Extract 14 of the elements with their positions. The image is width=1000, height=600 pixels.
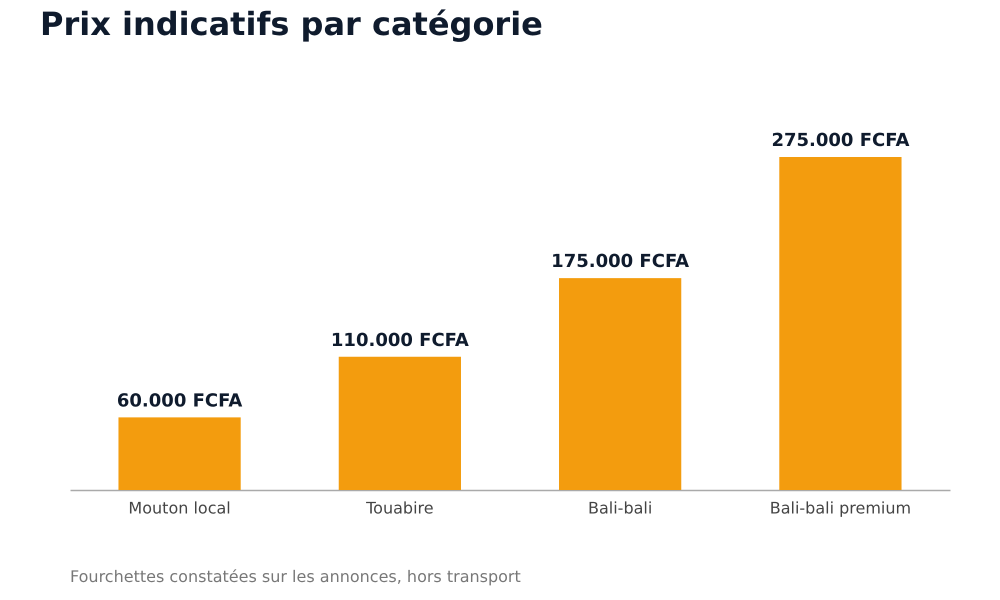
data-label: 175.000 FCFA (551, 251, 690, 272)
x-tick-label: Touabire (365, 498, 434, 518)
x-tick-label: Bali-bali premium (770, 498, 912, 518)
text: Fourchettes constatées sur les annonces, hors transport (70, 567, 521, 586)
data-label: 60.000 FCFA (116, 390, 242, 412)
bar (779, 157, 902, 490)
bar (338, 356, 461, 490)
bar (559, 278, 682, 490)
x-tick-label: Bali-bali (588, 498, 652, 518)
bar (118, 417, 241, 490)
data-label: 275.000 FCFA (771, 130, 910, 151)
chart-title: Prix indicatifs par catégorie (40, 5, 543, 43)
x-tick-label: Mouton local (128, 498, 231, 518)
data-label: 110.000 FCFA (330, 330, 469, 351)
